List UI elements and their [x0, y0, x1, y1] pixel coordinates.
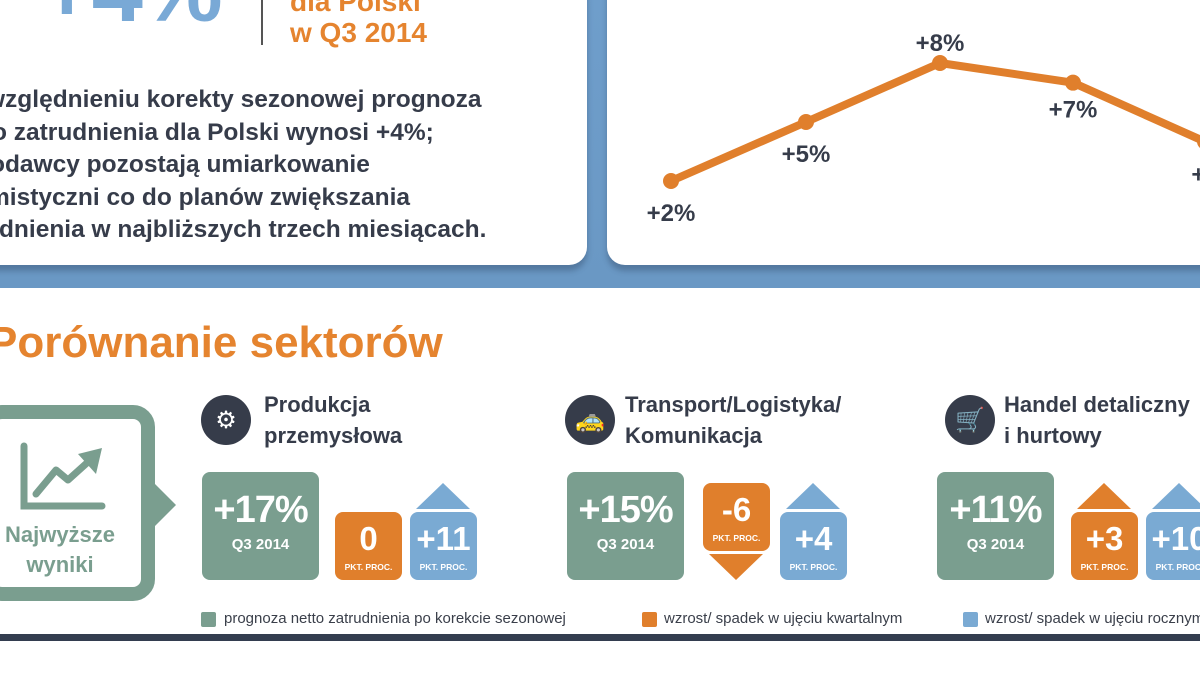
- summary-text: względnieniu korekty sezonowej prognoza …: [0, 84, 586, 247]
- legend-label: prognoza netto zatrudnienia po korekcie …: [224, 610, 566, 627]
- arrow-up-icon: [1152, 483, 1200, 509]
- taxi-icon: 🚕: [565, 395, 615, 445]
- trend-line-chart: +2% +5% +8% +7% +4: [647, 30, 1200, 227]
- headline-value: +4%: [40, 0, 223, 43]
- headline-subtitle: dla Polski: [290, 0, 421, 17]
- yearly-change-box: +4 PKT. PROC.: [780, 512, 847, 580]
- unit-label: PKT. PROC.: [1155, 562, 1200, 572]
- legend-label: wzrost/ spadek w ujęciu kwartalnym: [664, 610, 903, 627]
- summary-line: odawcy pozostają umiarkowanie: [0, 151, 370, 178]
- section-divider: [0, 634, 1200, 641]
- period-label: Q3 2014: [231, 536, 290, 553]
- data-label: +5%: [782, 141, 831, 168]
- rising-chart-icon: [20, 442, 106, 510]
- data-point: [1197, 135, 1200, 148]
- net-forecast-value: +11%: [949, 489, 1042, 531]
- unit-label: PKT. PROC.: [1080, 562, 1129, 572]
- arrow-up-icon: [416, 483, 470, 509]
- summary-line: udnienia w najbliższych trzech miesiącac…: [0, 216, 487, 243]
- unit-label: PKT. PROC.: [344, 562, 393, 572]
- data-point: [663, 173, 679, 189]
- legend-swatch-yearly: [963, 612, 978, 627]
- summary-line: mistyczni co do planów zwiększania: [0, 183, 411, 211]
- data-point: [932, 55, 948, 71]
- net-forecast-box: +11% Q3 2014: [937, 472, 1054, 580]
- sector-title: Handel detaliczny i hurtowy: [1004, 389, 1190, 451]
- top-results-label: Najwyższe wyniki: [0, 520, 130, 580]
- data-label: +8%: [916, 30, 965, 57]
- legend-swatch-quarterly: [642, 612, 657, 627]
- unit-label: PKT. PROC.: [712, 533, 761, 543]
- yearly-change-value: +11: [416, 520, 471, 557]
- data-point: [1065, 74, 1081, 91]
- sector-title: Transport/Logistyka/Komunikacja: [625, 389, 841, 451]
- sector-title-line: Produkcja: [264, 392, 371, 417]
- sector-title-line: Handel detaliczny: [1004, 392, 1190, 417]
- legend-label: wzrost/ spadek w ujęciu rocznym: [985, 610, 1200, 627]
- summary-card: [0, 0, 587, 265]
- yearly-change-value: +4: [794, 520, 833, 557]
- yearly-change-value: +10: [1151, 520, 1200, 557]
- net-forecast-value: +17%: [213, 489, 308, 531]
- period-label: Q3 2014: [966, 536, 1025, 553]
- quarterly-change-value: 0: [359, 520, 378, 557]
- data-point: [798, 114, 814, 130]
- summary-line: względnieniu korekty sezonowej prognoza: [0, 86, 482, 113]
- net-forecast-box: +17% Q3 2014: [202, 472, 319, 580]
- sector-title-line: przemysłowa: [264, 423, 403, 448]
- section-title: Porównanie sektorów: [0, 318, 443, 367]
- unit-label: PKT. PROC.: [789, 562, 838, 572]
- top-results-box: [0, 405, 155, 601]
- arrow-up-icon: [786, 483, 840, 509]
- quarterly-change-value: -6: [721, 491, 752, 528]
- summary-line: o zatrudnienia dla Polski wynosi +4%;: [0, 118, 434, 146]
- sector-title-line: Transport/Logistyka/: [625, 392, 842, 417]
- quarterly-change-value: +3: [1085, 520, 1124, 557]
- top-results-pointer: [154, 483, 176, 527]
- net-forecast-value: +15%: [578, 489, 673, 531]
- data-label: +7%: [1049, 97, 1098, 124]
- gears-icon: ⚙: [201, 395, 251, 445]
- top-results-label-line: wyniki: [26, 552, 94, 577]
- data-label: +4: [1191, 162, 1200, 189]
- sector-title: Produkcja przemysłowa: [264, 389, 402, 451]
- period-label: Q3 2014: [596, 536, 655, 553]
- sector-title-line: Komunikacja: [625, 423, 762, 448]
- yearly-change-box: +10 PKT. PROC.: [1146, 512, 1200, 580]
- divider: [261, 0, 263, 45]
- unit-label: PKT. PROC.: [419, 562, 468, 572]
- arrow-up-icon: [1077, 483, 1131, 509]
- series-line: [669, 59, 1200, 185]
- quarterly-change-box: 0 PKT. PROC.: [335, 512, 402, 580]
- legend-swatch-net: [201, 612, 216, 627]
- quarterly-change-box: +3 PKT. PROC.: [1071, 512, 1138, 580]
- arrow-down-icon: [709, 554, 763, 580]
- shopping-cart-icon: 🛒: [945, 395, 995, 445]
- sector-title-line: i hurtowy: [1004, 423, 1102, 448]
- net-forecast-box: +15% Q3 2014: [567, 472, 684, 580]
- headline-period: w Q3 2014: [290, 17, 427, 48]
- quarterly-change-box: -6 PKT. PROC.: [703, 483, 770, 551]
- data-label: +2%: [647, 200, 696, 227]
- yearly-change-box: +11 PKT. PROC.: [410, 512, 477, 580]
- chart-card: [607, 0, 1200, 265]
- top-results-label-line: Najwyższe: [4, 522, 116, 547]
